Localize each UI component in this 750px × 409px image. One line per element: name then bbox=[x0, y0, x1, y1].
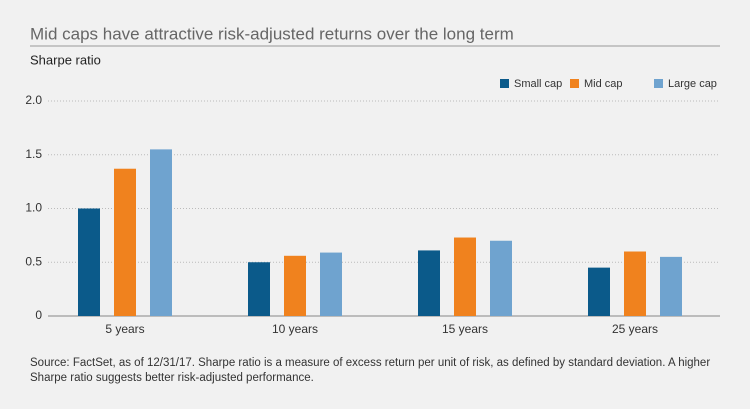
y-tick-label: 2.0 bbox=[25, 93, 42, 107]
x-tick-label: 15 years bbox=[442, 322, 488, 336]
x-tick-label: 10 years bbox=[272, 322, 318, 336]
y-tick-label: 0 bbox=[35, 308, 42, 322]
bar bbox=[114, 168, 136, 316]
legend-swatch bbox=[500, 79, 509, 88]
x-tick-label: 25 years bbox=[612, 322, 658, 336]
bar bbox=[78, 208, 100, 316]
bar bbox=[150, 149, 172, 316]
bar bbox=[588, 267, 610, 316]
x-tick-label: 5 years bbox=[105, 322, 144, 336]
legend-label: Small cap bbox=[514, 78, 562, 90]
legend-swatch bbox=[570, 79, 579, 88]
legend-label: Mid cap bbox=[584, 78, 623, 90]
chart-title: Mid caps have attractive risk-adjusted r… bbox=[30, 24, 514, 43]
bar bbox=[660, 256, 682, 316]
bar bbox=[624, 251, 646, 316]
y-tick-label: 1.5 bbox=[25, 147, 42, 161]
bar bbox=[418, 250, 440, 316]
bar bbox=[284, 255, 306, 316]
bar bbox=[490, 240, 512, 316]
y-tick-label: 0.5 bbox=[25, 254, 42, 268]
source-note: Source: FactSet, as of 12/31/17. Sharpe … bbox=[30, 357, 711, 384]
y-tick-label: 1.0 bbox=[25, 201, 42, 215]
bar bbox=[320, 252, 342, 316]
legend-swatch bbox=[654, 79, 663, 88]
bar bbox=[454, 237, 476, 316]
bar bbox=[248, 262, 270, 316]
legend-label: Large cap bbox=[668, 78, 717, 90]
y-axis-label: Sharpe ratio bbox=[30, 52, 101, 67]
